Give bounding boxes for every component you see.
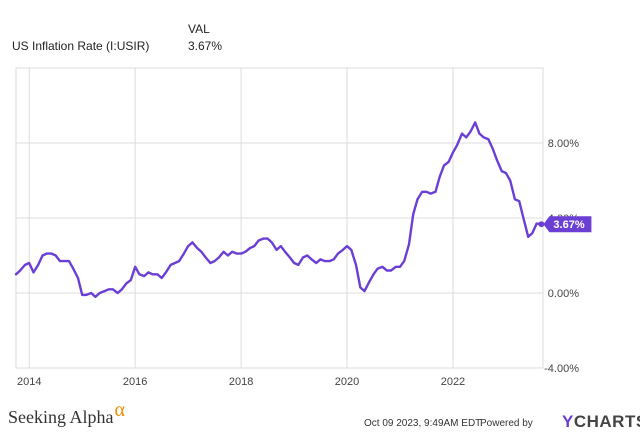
x-tick-label: 2018 — [229, 376, 253, 388]
alpha-symbol-icon: α — [114, 399, 125, 421]
y-tick-label: 8.00% — [548, 138, 579, 150]
powered-by-text: Powered by — [480, 418, 533, 429]
x-tick-label: 2022 — [441, 376, 465, 388]
grid-lines — [15, 67, 544, 369]
footer: Seeking Alphaα Oct 09 2023, 9:49AM EDT. … — [0, 399, 640, 441]
last-value-label-background — [543, 216, 592, 233]
y-tick-label: -4.00% — [544, 363, 579, 375]
last-data-point — [538, 221, 545, 228]
ycharts-logo-text: CHARTS — [573, 412, 640, 431]
x-tick-label: 2014 — [17, 376, 41, 388]
x-axis-ticks: 2014 2016 2018 2020 2022 — [17, 376, 465, 388]
last-value-label: 3.67% — [543, 216, 592, 233]
last-value-label-text: 3.67% — [553, 219, 584, 231]
x-tick-label: 2020 — [335, 376, 359, 388]
legend-series-value: 3.67% — [188, 39, 223, 53]
brand-name: Seeking Alpha — [8, 407, 114, 427]
ycharts-logo: YCHARTS — [562, 412, 640, 432]
legend-series-name: US Inflation Rate (I:USIR) — [12, 39, 150, 53]
timestamp: Oct 09 2023, 9:49AM EDT. — [364, 418, 483, 429]
inflation-series-line — [14, 121, 543, 298]
legend-value-header: VAL — [188, 22, 210, 36]
y-tick-label: 0.00% — [548, 288, 579, 300]
y-axis-ticks: 8.00%4.00%0.00%-4.00% — [544, 138, 579, 375]
x-tick-label: 2016 — [123, 376, 147, 388]
ycharts-logo-mark: Y — [562, 412, 574, 431]
seeking-alpha-logo: Seeking Alphaα — [8, 399, 125, 429]
